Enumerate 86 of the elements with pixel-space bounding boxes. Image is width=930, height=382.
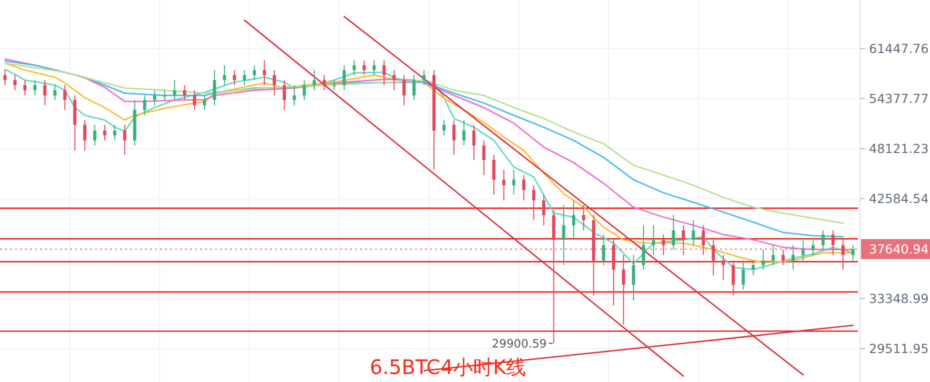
- candlestick: [622, 254, 626, 326]
- y-tick-label: 42584.54: [869, 191, 929, 206]
- candlestick: [452, 120, 456, 156]
- candlestick: [93, 124, 96, 146]
- candlestick: [13, 74, 17, 91]
- candlestick: [472, 124, 476, 160]
- candlestick: [722, 254, 725, 281]
- candlestick: [412, 74, 416, 100]
- candlestick: [831, 230, 835, 256]
- candlestick: [821, 230, 825, 250]
- candlestick: [572, 200, 576, 240]
- candlestick: [632, 254, 636, 301]
- candlestick: [272, 70, 276, 96]
- y-tick-label: 33348.99: [869, 291, 929, 306]
- candlestick: [462, 120, 466, 146]
- candlestick: [642, 224, 646, 270]
- candlestick: [362, 60, 366, 76]
- candlestick: [692, 220, 695, 246]
- candlestick: [232, 70, 236, 86]
- candlestick: [192, 90, 196, 110]
- y-tick-label: 54377.77: [869, 91, 929, 106]
- candlestick: [153, 90, 156, 106]
- candlestick: [562, 204, 566, 266]
- candlestick: [392, 70, 396, 91]
- candlestick: [182, 84, 186, 100]
- candlestick: [522, 174, 526, 201]
- candlestick: [502, 169, 506, 201]
- candlestick: [43, 80, 46, 106]
- candlestick: [332, 80, 336, 91]
- candlestick: [123, 124, 126, 156]
- candlestick: [382, 60, 386, 86]
- candlestick: [312, 70, 316, 91]
- candlestick: [23, 80, 27, 96]
- candlestick: [212, 70, 216, 106]
- candlestick: [292, 84, 296, 106]
- candlestick: [762, 249, 765, 270]
- candlestick: [302, 80, 306, 100]
- candlestick: [482, 140, 486, 176]
- candlestick: [752, 260, 755, 276]
- candlestick: [143, 94, 146, 116]
- y-tick-label: 48121.23: [869, 141, 929, 156]
- candlestick: [442, 120, 446, 136]
- candlestick: [772, 244, 775, 266]
- candlestick: [742, 260, 745, 290]
- candlestick: [3, 70, 7, 86]
- candlestick: [33, 80, 37, 96]
- candlestick: [372, 60, 376, 76]
- candlestick: [841, 239, 845, 270]
- candlestick: [542, 194, 546, 226]
- candlestick: [802, 239, 805, 262]
- candlestick: [732, 260, 735, 296]
- annotation: 29900.59: [492, 336, 547, 350]
- candlestick: [163, 90, 166, 100]
- candlestick: [402, 74, 406, 106]
- candlestick: [702, 224, 705, 256]
- candlestick: [322, 74, 326, 91]
- candlestick: [532, 184, 536, 221]
- candlestick: [63, 84, 66, 110]
- candlestick: [792, 244, 795, 270]
- candlestick: [113, 124, 116, 141]
- candlestick: [602, 234, 606, 266]
- candlestick: [582, 204, 586, 231]
- y-tick-label: 61447.76: [869, 41, 929, 56]
- candlestick: [492, 154, 496, 196]
- ref-line-label: 37640.94: [869, 242, 929, 257]
- candlestick: [352, 60, 356, 76]
- candlestick: [242, 70, 246, 86]
- candlestick: [342, 64, 346, 91]
- candlestick: [83, 120, 86, 151]
- candlestick: [512, 169, 516, 196]
- y-tick-label: 29511.95: [869, 341, 929, 356]
- candlestick: [782, 249, 785, 266]
- candlestick: [282, 80, 286, 110]
- candlestick: [53, 84, 56, 100]
- candlestick: [422, 70, 426, 86]
- candlestick: [103, 124, 106, 141]
- candlestick: [712, 239, 715, 276]
- candlestick: [222, 64, 226, 86]
- candlestick: [851, 244, 855, 262]
- candlestick: [812, 239, 815, 256]
- candlestick: [262, 60, 266, 86]
- candlestick: [172, 80, 176, 100]
- candlestick: [672, 214, 676, 250]
- candlestick: [202, 94, 206, 110]
- candlestick: [252, 64, 256, 81]
- candlestick: [682, 224, 686, 256]
